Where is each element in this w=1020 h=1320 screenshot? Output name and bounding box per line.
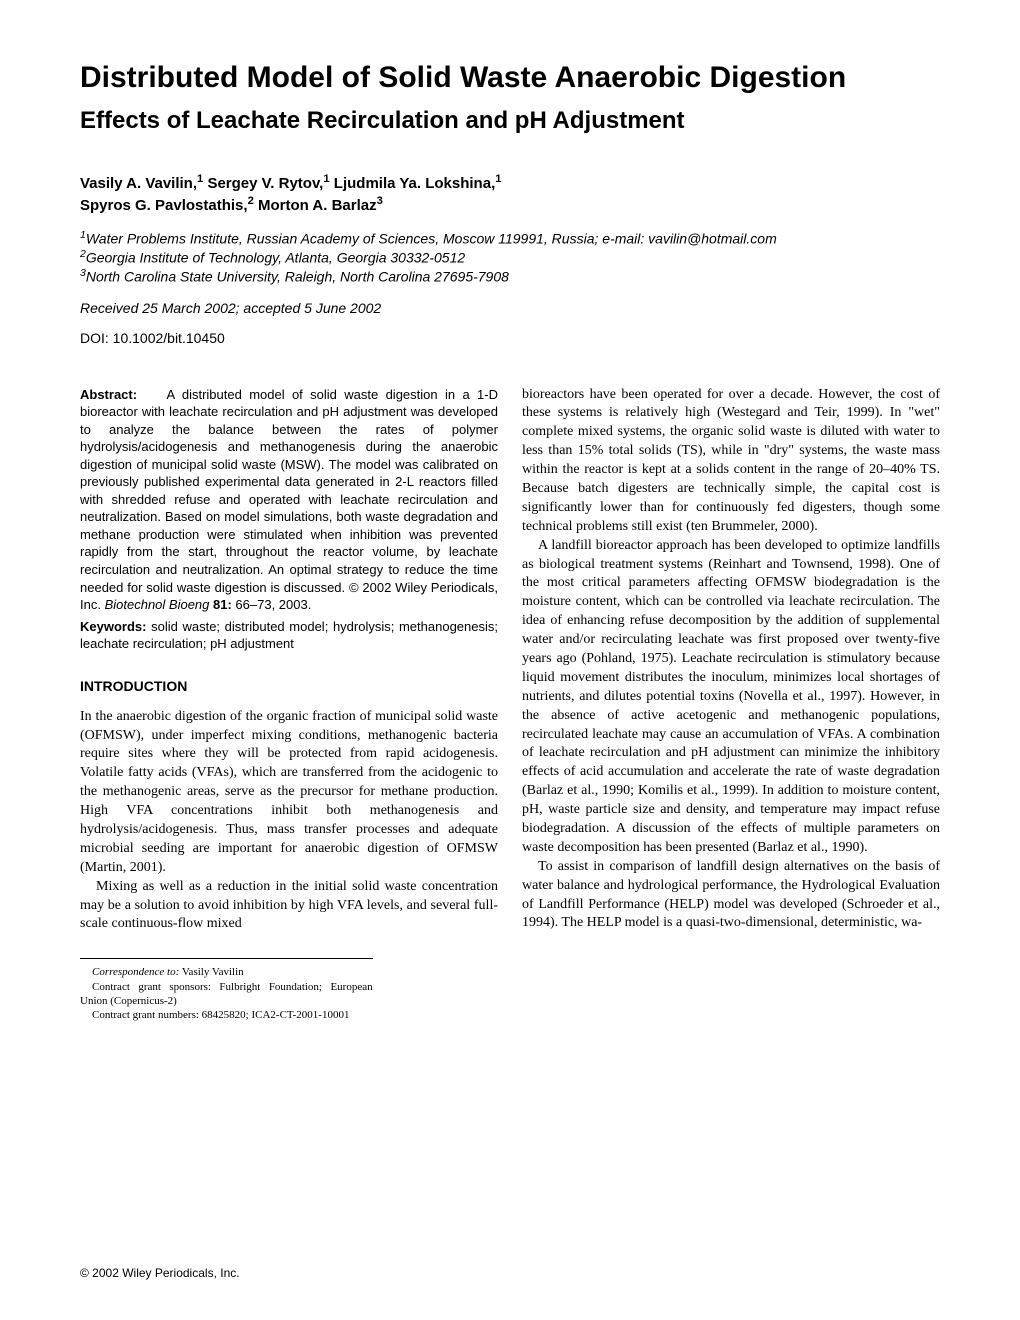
author-name: Vasily A. Vavilin, bbox=[80, 175, 197, 192]
author-sup: 1 bbox=[197, 173, 203, 185]
correspondence-block: Correspondence to: Vasily Vavilin Contra… bbox=[80, 958, 373, 1022]
col2-paragraph-2: A landfill bioreactor approach has been … bbox=[522, 537, 940, 858]
abstract-block: Abstract: A distributed model of solid w… bbox=[80, 386, 498, 614]
keywords-block: Keywords: solid waste; distributed model… bbox=[80, 618, 498, 653]
author-name: Spyros G. Pavlostathis, bbox=[80, 197, 248, 214]
affiliations-block: 1Water Problems Institute, Russian Acade… bbox=[80, 229, 940, 286]
authors-block: Vasily A. Vavilin,1 Sergey V. Rytov,1 Lj… bbox=[80, 172, 940, 215]
left-column: Abstract: A distributed model of solid w… bbox=[80, 386, 498, 1023]
author-sup: 1 bbox=[323, 173, 329, 185]
correspondence-name: Vasily Vavilin bbox=[179, 966, 243, 978]
correspondence-label: Correspondence to: bbox=[92, 966, 179, 978]
abstract-citation-vol: 81: bbox=[209, 597, 231, 612]
content-columns: Abstract: A distributed model of solid w… bbox=[80, 386, 940, 1023]
keywords-label: Keywords: bbox=[80, 619, 146, 634]
author-name: Morton A. Barlaz bbox=[258, 197, 377, 214]
abstract-citation-journal: Biotechnol Bioeng bbox=[105, 597, 210, 612]
copyright-footer: © 2002 Wiley Periodicals, Inc. bbox=[80, 1266, 240, 1280]
introduction-heading: INTRODUCTION bbox=[80, 677, 498, 696]
affiliation-text: Water Problems Institute, Russian Academ… bbox=[86, 231, 777, 247]
received-date: Received 25 March 2002; accepted 5 June … bbox=[80, 300, 940, 316]
grant-sponsors: Contract grant sponsors: Fulbright Found… bbox=[80, 980, 373, 1009]
affiliation-text: North Carolina State University, Raleigh… bbox=[86, 268, 509, 284]
col2-paragraph-1: bioreactors have been operated for over … bbox=[522, 386, 940, 537]
col2-paragraph-3: To assist in comparison of landfill desi… bbox=[522, 858, 940, 934]
abstract-citation-pages: 66–73, 2003. bbox=[232, 597, 312, 612]
abstract-label: Abstract: bbox=[80, 387, 137, 402]
author-name: Sergey V. Rytov, bbox=[207, 175, 323, 192]
article-subtitle: Effects of Leachate Recirculation and pH… bbox=[80, 106, 940, 136]
abstract-body: A distributed model of solid waste diges… bbox=[80, 387, 498, 613]
affiliation-text: Georgia Institute of Technology, Atlanta… bbox=[86, 250, 465, 266]
author-sup: 3 bbox=[377, 195, 383, 207]
right-column: bioreactors have been operated for over … bbox=[522, 386, 940, 1023]
grant-numbers: Contract grant numbers: 68425820; ICA2-C… bbox=[80, 1008, 373, 1022]
author-sup: 1 bbox=[495, 173, 501, 185]
article-title: Distributed Model of Solid Waste Anaerob… bbox=[80, 60, 940, 96]
intro-paragraph-2: Mixing as well as a reduction in the ini… bbox=[80, 878, 498, 935]
author-name: Ljudmila Ya. Lokshina, bbox=[334, 175, 495, 192]
author-sup: 2 bbox=[248, 195, 254, 207]
doi-text: DOI: 10.1002/bit.10450 bbox=[80, 330, 940, 346]
intro-paragraph-1: In the anaerobic digestion of the organi… bbox=[80, 708, 498, 878]
